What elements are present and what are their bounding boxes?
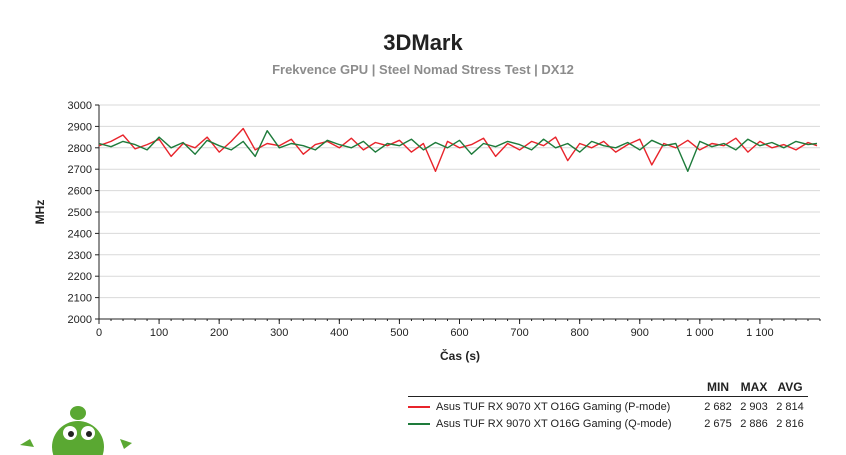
- chart-title: 3DMark: [383, 30, 463, 55]
- x-tick-label: 600: [450, 327, 468, 339]
- mascot-logo: [20, 406, 132, 455]
- y-tick-label: 2400: [68, 228, 92, 240]
- chart-subtitle: Frekvence GPU | Steel Nomad Stress Test …: [272, 62, 574, 77]
- legend-max-value: 2 903: [740, 400, 768, 413]
- y-axis-label: MHz: [33, 199, 47, 225]
- x-tick-label: 700: [510, 327, 528, 339]
- y-tick-label: 2700: [68, 164, 92, 176]
- x-tick-label: 1 000: [686, 327, 714, 339]
- x-tick-label: 100: [150, 327, 168, 339]
- legend-avg-value: 2 814: [776, 400, 804, 413]
- series-lines: [98, 127, 818, 173]
- x-axis-label: Čas (s): [439, 349, 480, 363]
- x-tick-label: 0: [96, 327, 102, 339]
- x-tick-label: 500: [390, 327, 408, 339]
- legend-col-max: MAX: [740, 380, 768, 394]
- legend-swatch: [408, 405, 430, 408]
- y-tick-label: 2600: [68, 186, 92, 198]
- legend-min-value: 2 675: [704, 417, 732, 430]
- legend-col-avg: AVG: [777, 380, 803, 394]
- legend-series-name: Asus TUF RX 9070 XT O16G Gaming (Q-mode): [436, 417, 672, 430]
- legend-item: Asus TUF RX 9070 XT O16G Gaming (Q-mode)…: [408, 416, 808, 431]
- legend-avg-value: 2 816: [776, 417, 804, 430]
- legend-swatch: [408, 422, 430, 425]
- y-tick-label: 3000: [68, 100, 92, 112]
- series-line-q-mode: [98, 129, 818, 173]
- y-tick-label: 2000: [68, 314, 92, 326]
- x-tick-label: 300: [270, 327, 288, 339]
- series-line-p-mode: [98, 127, 818, 173]
- y-tick-label: 2200: [68, 271, 92, 283]
- y-tick-label: 2300: [68, 250, 92, 262]
- x-tick-label: 900: [631, 327, 649, 339]
- legend-header: MIN MAX AVG: [408, 380, 808, 397]
- y-tick-label: 2500: [68, 207, 92, 219]
- x-tick-label: 1 100: [746, 327, 774, 339]
- legend: MIN MAX AVG Asus TUF RX 9070 XT O16G Gam…: [408, 380, 808, 431]
- axes: 2000210022002300240025002600270028002900…: [68, 100, 821, 339]
- legend-series-name: Asus TUF RX 9070 XT O16G Gaming (P-mode): [436, 400, 671, 413]
- x-tick-label: 800: [570, 327, 588, 339]
- x-tick-label: 200: [210, 327, 228, 339]
- y-tick-label: 2800: [68, 143, 92, 155]
- y-tick-label: 2900: [68, 121, 92, 133]
- y-tick-label: 2100: [68, 293, 92, 305]
- legend-item: Asus TUF RX 9070 XT O16G Gaming (P-mode)…: [408, 399, 808, 414]
- legend-max-value: 2 886: [740, 417, 768, 430]
- legend-min-value: 2 682: [704, 400, 732, 413]
- legend-col-min: MIN: [707, 380, 729, 394]
- x-tick-label: 400: [330, 327, 348, 339]
